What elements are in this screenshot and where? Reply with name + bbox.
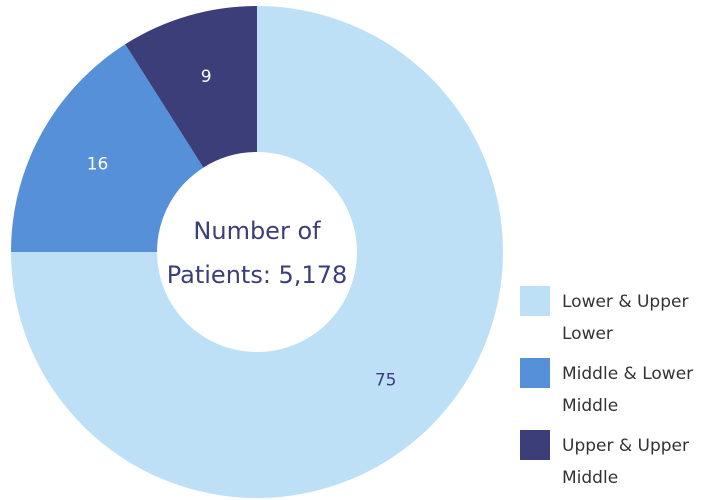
- legend-swatch: [520, 430, 550, 460]
- slice: [125, 6, 257, 168]
- slice-label: 9: [201, 67, 212, 87]
- center-text: Number of: [193, 217, 321, 245]
- legend-item: Middle & Lower Middle: [520, 358, 720, 422]
- legend-item: Upper & Upper Middle: [520, 430, 720, 494]
- legend-label: Lower & Upper Lower: [562, 292, 689, 344]
- slice-label: 75: [375, 371, 397, 391]
- slice: [11, 44, 204, 252]
- legend-item: Lower & Upper Lower: [520, 286, 720, 350]
- legend-label: Upper & Upper Middle: [562, 436, 690, 488]
- center-text: Patients: 5,178: [167, 261, 348, 289]
- slice-label: 16: [87, 154, 109, 174]
- legend-swatch: [520, 286, 550, 316]
- legend-swatch: [520, 358, 550, 388]
- legend: Lower & Upper Lower Middle & Lower Middle…: [520, 286, 720, 500]
- slice: [11, 6, 503, 498]
- legend-label: Middle & Lower Middle: [562, 364, 694, 416]
